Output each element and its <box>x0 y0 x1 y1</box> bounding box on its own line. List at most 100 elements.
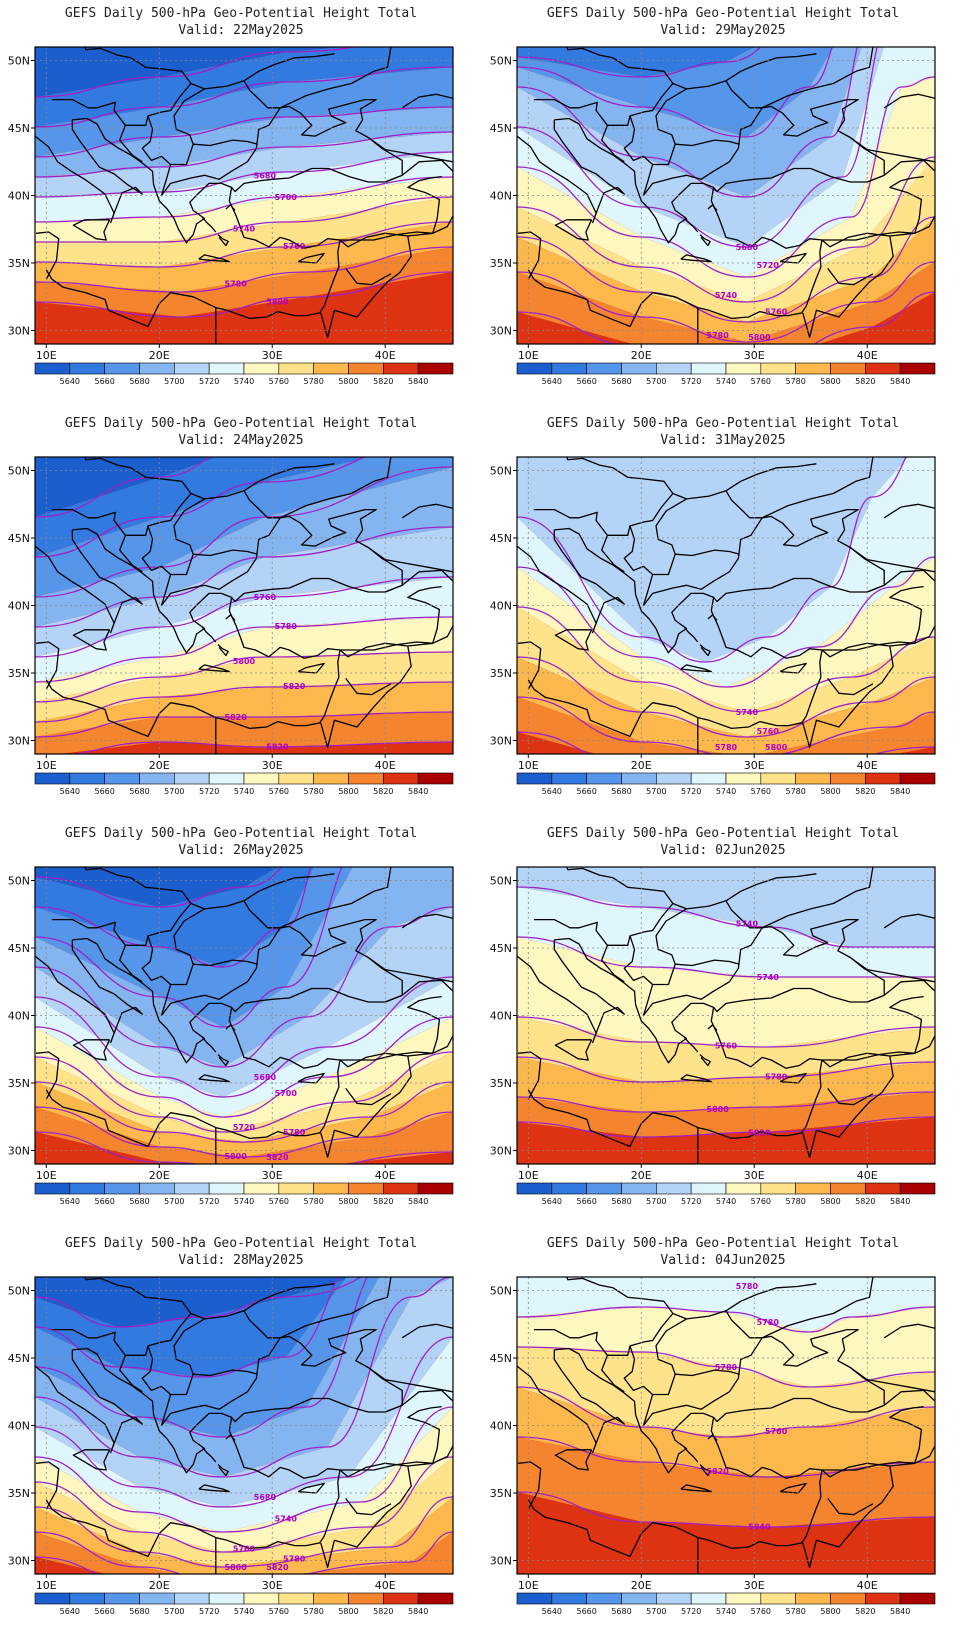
coastline <box>407 1445 453 1467</box>
height-band <box>517 937 935 1047</box>
coastline <box>243 873 335 902</box>
lon-label: 40E <box>375 349 396 362</box>
colorbar-label: 5820 <box>855 787 875 796</box>
colorbar-label: 5840 <box>408 1607 428 1616</box>
coastline <box>340 1405 442 1471</box>
panel-title: GEFS Daily 500-hPa Geo-Potential Height … <box>546 1236 900 1251</box>
lon-label: 40E <box>857 759 878 772</box>
colorbar-label: 5740 <box>234 1607 254 1616</box>
colorbar-swatch <box>278 772 314 785</box>
coastline <box>170 959 258 986</box>
contour-label: 5720 <box>757 261 780 270</box>
contour-label: 5820 <box>283 682 306 691</box>
coastline <box>320 642 412 748</box>
colorbar-label: 5640 <box>542 1197 562 1206</box>
coastline <box>822 1405 924 1471</box>
colorbar-label: 5660 <box>94 1197 114 1206</box>
colorbar-label: 5680 <box>611 1197 631 1206</box>
coastline <box>883 913 935 929</box>
colorbar-swatch <box>174 1592 210 1605</box>
height-map: 5680 5700 5720 5780 5800 5820 50N 45N 40N 35N 30N 1… <box>8 866 454 1206</box>
coastline <box>279 1277 392 1339</box>
colorbar-swatch <box>243 362 280 375</box>
colorbar-swatch <box>313 772 349 785</box>
lat-label: 40N <box>490 600 512 613</box>
coastline <box>655 88 687 145</box>
lon-label: 20E <box>631 1169 652 1182</box>
contour-label: 5780 <box>283 1128 306 1137</box>
contour-line <box>35 457 366 558</box>
contour-label: 5680 <box>736 243 759 252</box>
coastline <box>761 1277 874 1339</box>
height-map: 5740 5740 5760 5780 5800 5820 50N 45N 40N 35N 30N 1… <box>490 866 936 1206</box>
colorbar-swatch <box>795 1592 831 1605</box>
map-panel-22may: GEFS Daily 500-hPa Geo-Potential Height … <box>0 0 482 410</box>
lat-label: 50N <box>490 875 512 888</box>
coastline <box>822 995 924 1061</box>
height-band <box>517 1387 935 1477</box>
coastline <box>72 629 111 651</box>
coastline <box>243 1283 335 1312</box>
coastline <box>340 585 442 651</box>
height-band <box>35 1277 353 1327</box>
colorbar-label: 5760 <box>751 787 771 796</box>
height-band <box>35 1107 453 1164</box>
contour-line <box>35 867 343 1028</box>
colorbar-label: 5660 <box>576 1197 596 1206</box>
height-band <box>35 867 353 1027</box>
coastline <box>554 629 593 651</box>
contour-line <box>35 1456 453 1553</box>
coastline <box>297 1072 325 1084</box>
contour-line <box>35 681 453 723</box>
panel-title: GEFS Daily 500-hPa Geo-Potential Height … <box>64 826 418 841</box>
coastline <box>384 159 453 183</box>
coastline <box>407 625 453 647</box>
contour-line <box>517 936 935 978</box>
panel-title: GEFS Daily 500-hPa Geo-Potential Height … <box>546 416 900 431</box>
colorbar-swatch <box>760 1182 796 1195</box>
lon-label: 30E <box>262 1169 283 1182</box>
contour-label: 5780 <box>275 622 298 631</box>
colorbar-label: 5800 <box>820 1607 840 1616</box>
colorbar-label: 5640 <box>542 377 562 386</box>
coastline <box>201 626 217 643</box>
colorbar-label: 5780 <box>785 1607 805 1616</box>
coastline <box>680 1074 712 1083</box>
colorbar-swatch <box>551 362 587 375</box>
height-band <box>517 867 935 947</box>
height-band <box>517 47 884 247</box>
colorbar-swatch <box>586 1592 622 1605</box>
lon-label: 10E <box>36 759 57 772</box>
map-panel-24may: GEFS Daily 500-hPa Geo-Potential Height … <box>0 410 482 820</box>
contour-label: 5780 <box>765 1072 788 1081</box>
colorbar-swatch <box>760 1592 796 1605</box>
coastline <box>36 641 60 690</box>
coastline <box>527 1007 823 1148</box>
contour-line <box>35 151 453 198</box>
coastline <box>345 268 392 286</box>
contour-label: 5760 <box>283 242 306 251</box>
coastline <box>883 93 935 109</box>
colorbar-label: 5820 <box>855 1197 875 1206</box>
contour-line <box>517 47 878 248</box>
lon-label: 10E <box>36 1579 57 1592</box>
lat-label: 40N <box>490 1010 512 1023</box>
contour-label: 5700 <box>275 1089 298 1098</box>
panel-title: GEFS Daily 500-hPa Geo-Potential Height … <box>64 416 418 431</box>
colorbar-label: 5640 <box>60 1197 80 1206</box>
colorbar-swatch <box>830 772 866 785</box>
contour-line <box>517 1091 935 1113</box>
colorbar-swatch <box>139 1592 175 1605</box>
contour-line <box>35 1277 453 1478</box>
panel-valid-date: Valid: 04Jun2025 <box>660 1253 786 1268</box>
coastline <box>141 935 248 1017</box>
colorbar-label: 5800 <box>338 1197 358 1206</box>
coastline <box>84 1277 281 1339</box>
colorbar-label: 5700 <box>164 377 184 386</box>
height-band <box>35 152 453 222</box>
coastline <box>119 125 143 163</box>
coastline <box>141 525 248 607</box>
colorbar-swatch <box>516 772 553 785</box>
colorbar-label: 5800 <box>820 787 840 796</box>
panel-title: GEFS Daily 500-hPa Geo-Potential Height … <box>64 1236 418 1251</box>
